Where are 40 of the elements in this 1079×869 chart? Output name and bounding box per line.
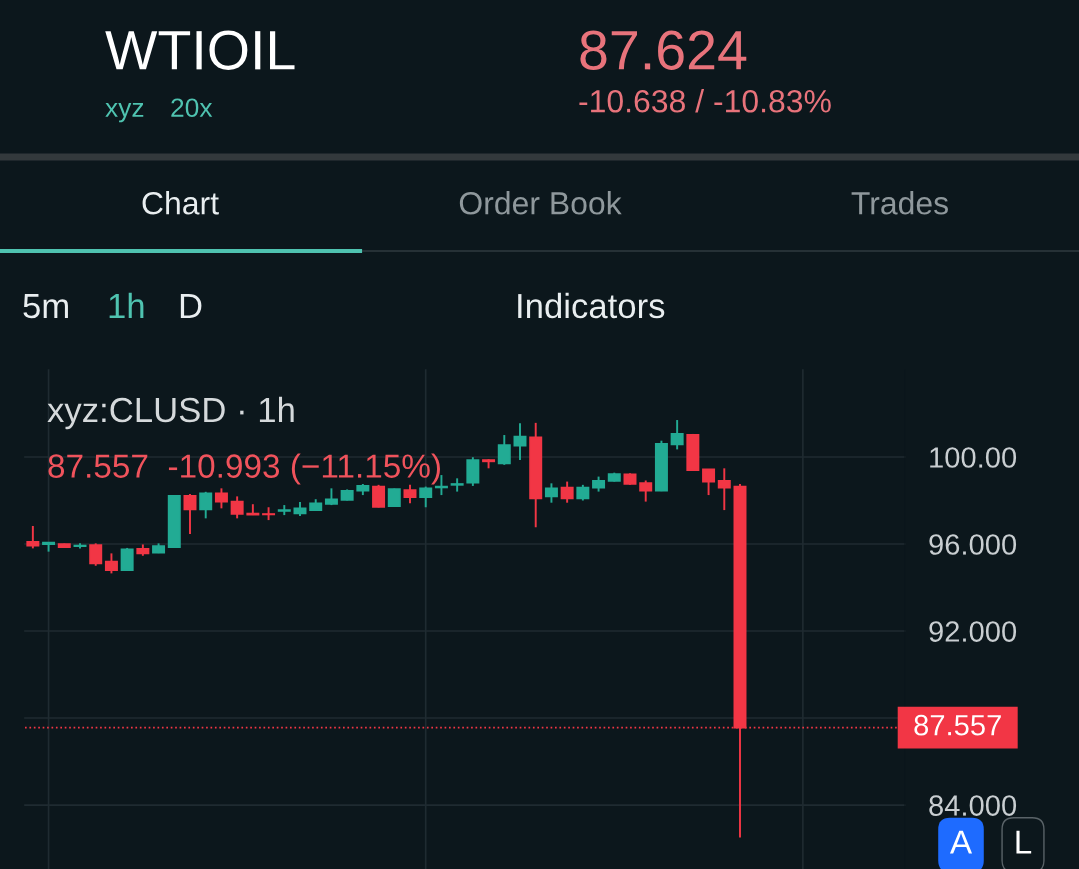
- candlestick: [670, 419, 684, 451]
- text: L: [1016, 830, 1032, 854]
- candlestick: [717, 467, 731, 512]
- candlestick: [230, 495, 244, 520]
- y-tick-label: 100.00: [930, 447, 1017, 468]
- y-tick-label: 96.000: [929, 534, 1017, 555]
- annotation: 87.557 -10.993 (−11.15%): [48, 453, 440, 485]
- candlestick: [183, 493, 197, 535]
- candlestick: [104, 552, 118, 575]
- candlestick: [89, 542, 103, 567]
- candlestick: [544, 482, 558, 504]
- candlestick: [702, 468, 716, 497]
- text: 87.624: [580, 30, 747, 70]
- candlestick: [372, 483, 386, 509]
- y-tick-label: 92.000: [929, 621, 1017, 642]
- candlestick: [26, 524, 40, 550]
- candlestick: [387, 487, 401, 508]
- text: Indicators: [518, 292, 665, 319]
- candlestick: [560, 480, 574, 504]
- y-tick-label: 84.000: [929, 795, 1017, 816]
- candlestick: [497, 434, 511, 466]
- annotation: xyz:CLUSD · 1h: [47, 396, 294, 430]
- text: Chart: [142, 191, 219, 215]
- candlestick: [639, 479, 653, 503]
- candlestick: [513, 422, 527, 462]
- candlestick: [199, 490, 213, 520]
- text: xyz: [105, 102, 144, 123]
- chart-title: WTIOIL: [105, 30, 295, 70]
- text: D: [180, 294, 202, 318]
- text: Trades: [851, 191, 948, 215]
- candlestick: [403, 483, 417, 505]
- text: A: [949, 830, 973, 854]
- text: 20x: [171, 98, 213, 118]
- text: -10.638 / -10.83%: [579, 89, 831, 113]
- candlestick: [214, 487, 228, 510]
- ref-line-label: 87.557: [914, 714, 1001, 736]
- text: 5m: [23, 294, 68, 319]
- text: 1h: [109, 292, 144, 318]
- candlestick: [466, 456, 480, 487]
- text: Order Book: [459, 191, 622, 215]
